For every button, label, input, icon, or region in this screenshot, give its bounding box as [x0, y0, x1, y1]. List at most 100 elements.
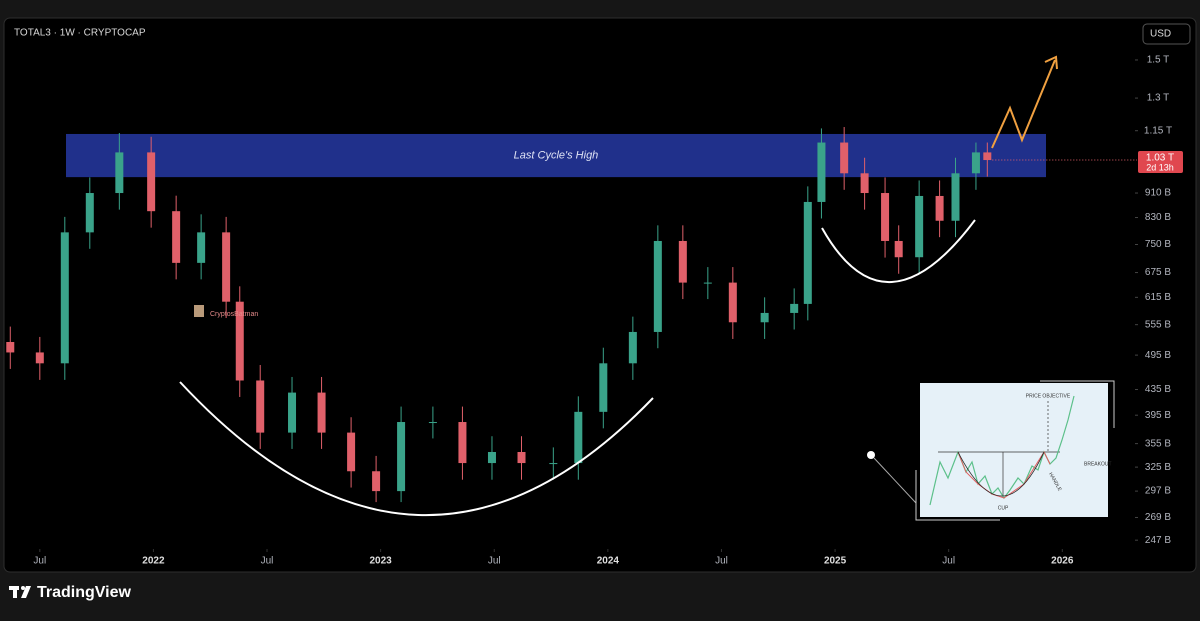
- candle-body: [172, 211, 181, 263]
- y-tick-label: 910 B: [1145, 188, 1171, 199]
- x-tick-label: 2024: [597, 556, 620, 567]
- cup-curve: [179, 381, 654, 517]
- candle-body: [487, 451, 496, 464]
- candle-body: [790, 303, 799, 313]
- inset-bracket: [915, 470, 1000, 521]
- candle-body: [60, 232, 69, 364]
- x-tick-label: 2023: [370, 556, 393, 567]
- candle-body: [915, 195, 924, 258]
- candle-body: [628, 331, 637, 364]
- symbol-title: TOTAL3 · 1W · CRYPTOCAP: [14, 28, 146, 39]
- candle-body: [935, 195, 944, 221]
- candle-body: [6, 342, 15, 353]
- candle-body: [288, 392, 297, 433]
- y-tick-label: 297 B: [1145, 486, 1171, 497]
- candle-body: [372, 471, 381, 492]
- x-tick-label: Jul: [33, 556, 46, 567]
- candle-body: [517, 451, 526, 464]
- footer-logo: [9, 586, 31, 598]
- y-tick-label: 615 B: [1145, 292, 1171, 303]
- candle-body: [222, 232, 231, 302]
- inset-label: CUP: [998, 505, 1009, 511]
- candle-body: [951, 173, 960, 221]
- y-tick-label: 555 B: [1145, 319, 1171, 330]
- x-tick-label: Jul: [261, 556, 274, 567]
- arrow-head: [1044, 55, 1058, 70]
- candle-body: [347, 432, 356, 472]
- inset-label: BREAKOUT: [1084, 461, 1112, 467]
- candle-body: [197, 232, 206, 263]
- candle-body: [147, 152, 156, 212]
- y-tick-label: 435 B: [1145, 384, 1171, 395]
- candle-body: [574, 411, 583, 464]
- y-tick-label: 355 B: [1145, 438, 1171, 449]
- zone-label: Last Cycle's High: [514, 149, 599, 161]
- y-tick-label: 495 B: [1145, 350, 1171, 361]
- y-tick-label: 1.5 T: [1147, 55, 1170, 66]
- pointer-dot: [867, 451, 875, 459]
- candle-body: [397, 422, 406, 492]
- logo-part: [21, 586, 31, 598]
- y-tick-label: 269 B: [1145, 512, 1171, 523]
- x-tick-label: 2025: [824, 556, 847, 567]
- inset-cup: [957, 451, 1045, 497]
- candle-body: [678, 240, 687, 283]
- last-price-tag: [1138, 151, 1183, 174]
- candle-body: [235, 301, 244, 381]
- currency-label[interactable]: USD: [1150, 29, 1171, 40]
- candle-body: [35, 352, 44, 364]
- y-tick-label: 750 B: [1145, 239, 1171, 250]
- handle-curve: [821, 219, 976, 283]
- candle-body: [983, 152, 992, 161]
- projection-arrow: [991, 59, 1056, 149]
- pointer-line: [873, 457, 917, 504]
- x-tick-label: Jul: [942, 556, 955, 567]
- x-tick-label: Jul: [488, 556, 501, 567]
- watermark: CryptosBatman: [210, 311, 258, 318]
- candle-body: [256, 380, 265, 433]
- candle-body: [599, 363, 608, 412]
- x-tick-label: Jul: [715, 556, 728, 567]
- x-tick-label: 2022: [142, 556, 165, 567]
- logo-part: [13, 586, 17, 598]
- inset-bracket: [1040, 380, 1115, 428]
- logo-part: [21, 586, 25, 590]
- plot: Last Cycle's High 247 B 269 B 297 B 325 B 355…: [6, 55, 1183, 567]
- candle-body: [317, 392, 326, 433]
- candle-body: [760, 312, 769, 323]
- y-tick-label: 247 B: [1145, 535, 1171, 546]
- currency-button[interactable]: [1142, 23, 1191, 45]
- y-tick-label: 1.15 T: [1144, 125, 1172, 136]
- candle-body: [653, 240, 662, 332]
- candle-body: [840, 142, 849, 174]
- inset: PRICE OBJECTIVE BREAKOUT HANDLE CUP: [920, 383, 1112, 517]
- candle-body: [85, 193, 94, 233]
- candle-body: [703, 282, 712, 284]
- footer-brand: TradingView: [37, 584, 132, 601]
- candle-body: [549, 463, 558, 465]
- candle-body: [894, 240, 903, 258]
- candle-body: [803, 201, 812, 304]
- x-tick-label: 2026: [1051, 556, 1074, 567]
- inset-background: [920, 383, 1108, 517]
- resistance-zone: [66, 133, 1046, 178]
- candle-body: [860, 173, 869, 194]
- candle-body: [458, 422, 467, 464]
- candle-body: [428, 422, 437, 424]
- countdown-label: 2d 13h: [1146, 162, 1174, 172]
- candle-body: [817, 142, 826, 202]
- candle-body: [728, 282, 737, 323]
- y-tick-label: 830 B: [1145, 212, 1171, 223]
- candle-body: [115, 152, 124, 194]
- y-tick-label: 675 B: [1145, 267, 1171, 278]
- candle-body: [881, 193, 890, 241]
- inset-label: PRICE OBJECTIVE: [1026, 393, 1071, 399]
- candle-body: [971, 152, 980, 174]
- y-tick-label: 325 B: [1145, 462, 1171, 473]
- last-price-label: 1.03 T: [1146, 153, 1174, 164]
- y-tick-label: 395 B: [1145, 410, 1171, 421]
- watermark-icon: [194, 305, 204, 317]
- y-tick-label: 1.3 T: [1147, 93, 1170, 104]
